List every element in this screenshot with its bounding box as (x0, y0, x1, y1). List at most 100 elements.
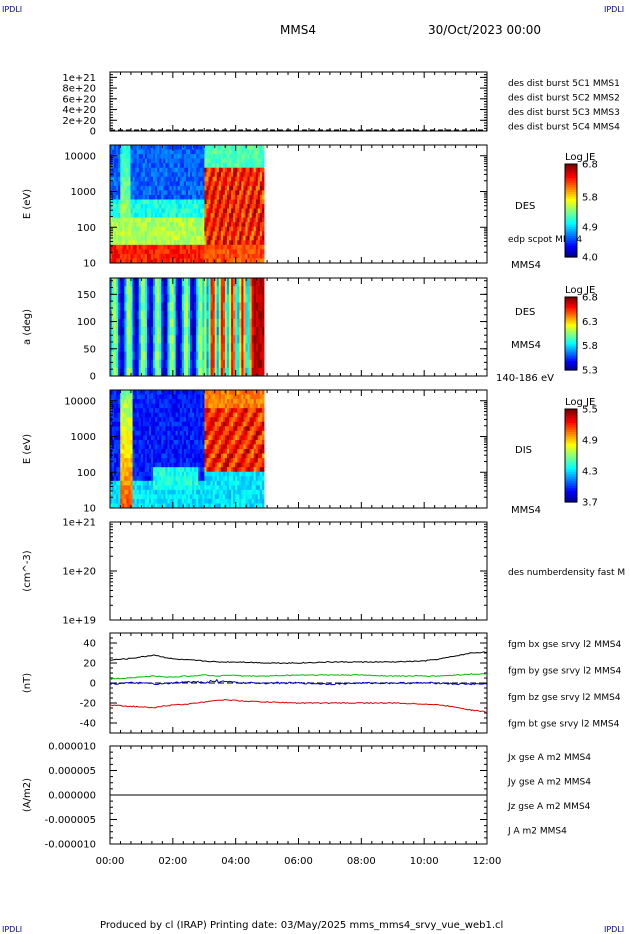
heatmap-cell (216, 310, 220, 320)
heatmap-cell (153, 240, 156, 246)
heatmap-cell (255, 302, 259, 312)
heatmap-cell (222, 226, 226, 232)
heatmap-cell (134, 498, 138, 504)
heatmap-cell (151, 154, 154, 160)
heatmap-cell (151, 480, 154, 486)
heatmap-cell (259, 190, 263, 196)
heatmap-cell (134, 421, 138, 427)
heatmap-cell (126, 439, 129, 445)
heatmap-cell (224, 217, 228, 223)
heatmap-cell (144, 204, 148, 210)
heatmap-cell (114, 181, 117, 187)
heatmap-cell (122, 244, 125, 250)
heatmap-cell (214, 204, 218, 210)
heatmap-cell (241, 367, 244, 377)
heatmap-cell (257, 172, 261, 178)
heatmap-cell (226, 244, 230, 250)
heatmap-cell (216, 394, 220, 400)
heatmap-cell (138, 158, 142, 164)
heatmap-cell (198, 222, 201, 228)
heatmap-cell (120, 480, 123, 486)
heatmap-cell (229, 310, 232, 320)
heatmap-cell (259, 154, 263, 160)
heatmap-cell (200, 430, 203, 436)
heatmap-cell (163, 351, 166, 361)
heatmap-cell (134, 240, 138, 246)
heatmap-cell (179, 435, 183, 441)
heatmap-cell (187, 294, 191, 303)
heatmap-cell (155, 399, 158, 405)
heatmap-cell (134, 258, 138, 264)
heatmap-cell (138, 286, 142, 295)
heatmap-cell (155, 176, 158, 182)
heatmap-cell (200, 235, 203, 241)
heatmap-cell (185, 426, 189, 432)
heatmap-cell (138, 435, 142, 441)
heatmap-cell (192, 278, 195, 287)
heatmap-cell (231, 190, 234, 196)
heatmap-cell (161, 302, 164, 312)
heatmap-cell (249, 249, 253, 255)
heatmap-cell (208, 226, 212, 232)
heatmap-cell (214, 444, 218, 450)
heatmap-cell (114, 172, 117, 178)
heatmap-cell (243, 158, 246, 164)
heatmap-cell (126, 467, 129, 473)
heatmap-cell (110, 476, 113, 482)
heatmap-cell (183, 498, 187, 504)
heatmap-cell (128, 430, 132, 436)
heatmap-cell (116, 154, 119, 160)
heatmap-cell (138, 403, 142, 409)
heatmap-cell (245, 190, 249, 196)
heatmap-cell (124, 327, 127, 336)
heatmap-cell (144, 462, 148, 468)
heatmap-cell (214, 172, 218, 178)
heatmap-cell (206, 199, 210, 205)
heatmap-cell (112, 335, 115, 344)
heatmap-cell (206, 359, 210, 369)
heatmap-cell (200, 480, 203, 486)
heatmap-cell (237, 181, 240, 187)
heatmap-cell (120, 149, 123, 155)
heatmap-cell (140, 494, 144, 500)
heatmap-cell (165, 145, 168, 151)
heatmap-cell (222, 172, 226, 178)
heatmap-cell (261, 158, 265, 164)
heatmap-cell (194, 476, 197, 482)
heatmap-cell (196, 412, 199, 418)
heatmap-cell (210, 462, 214, 468)
heatmap-cell (255, 213, 259, 219)
heatmap-cell (165, 204, 168, 210)
heatmap-cell (216, 359, 220, 369)
heatmap-cell (171, 471, 175, 477)
heatmap-cell (214, 412, 218, 418)
heatmap-cell (112, 394, 115, 400)
heatmap-cell (148, 154, 152, 160)
heatmap-cell (253, 181, 257, 187)
heatmap-cell (224, 253, 228, 259)
heatmap-cell (245, 208, 249, 214)
heatmap-cell (220, 485, 224, 491)
heatmap-cell (128, 417, 132, 423)
series-legend-label: des dist burst 5C4 MMS4 (508, 123, 620, 133)
heatmap-cell (120, 421, 123, 427)
heatmap-cell (151, 394, 154, 400)
heatmap-cell (216, 444, 220, 450)
heatmap-cell (165, 444, 168, 450)
heatmap-cell (177, 149, 181, 155)
heatmap-cell (159, 231, 162, 237)
heatmap-cell (140, 462, 144, 468)
heatmap-cell (235, 172, 238, 178)
heatmap-cell (173, 204, 177, 210)
heatmap-cell (241, 213, 244, 219)
heatmap-cell (148, 199, 152, 205)
heatmap-cell (251, 213, 255, 219)
heatmap-cell (171, 181, 175, 187)
heatmap-cell (229, 449, 232, 455)
heatmap-cell (202, 449, 205, 455)
heatmap-cell (144, 149, 148, 155)
heatmap-cell (122, 421, 125, 427)
colorbar-swatch (565, 351, 577, 355)
heatmap-cell (185, 226, 189, 232)
heatmap-cell (218, 294, 222, 303)
